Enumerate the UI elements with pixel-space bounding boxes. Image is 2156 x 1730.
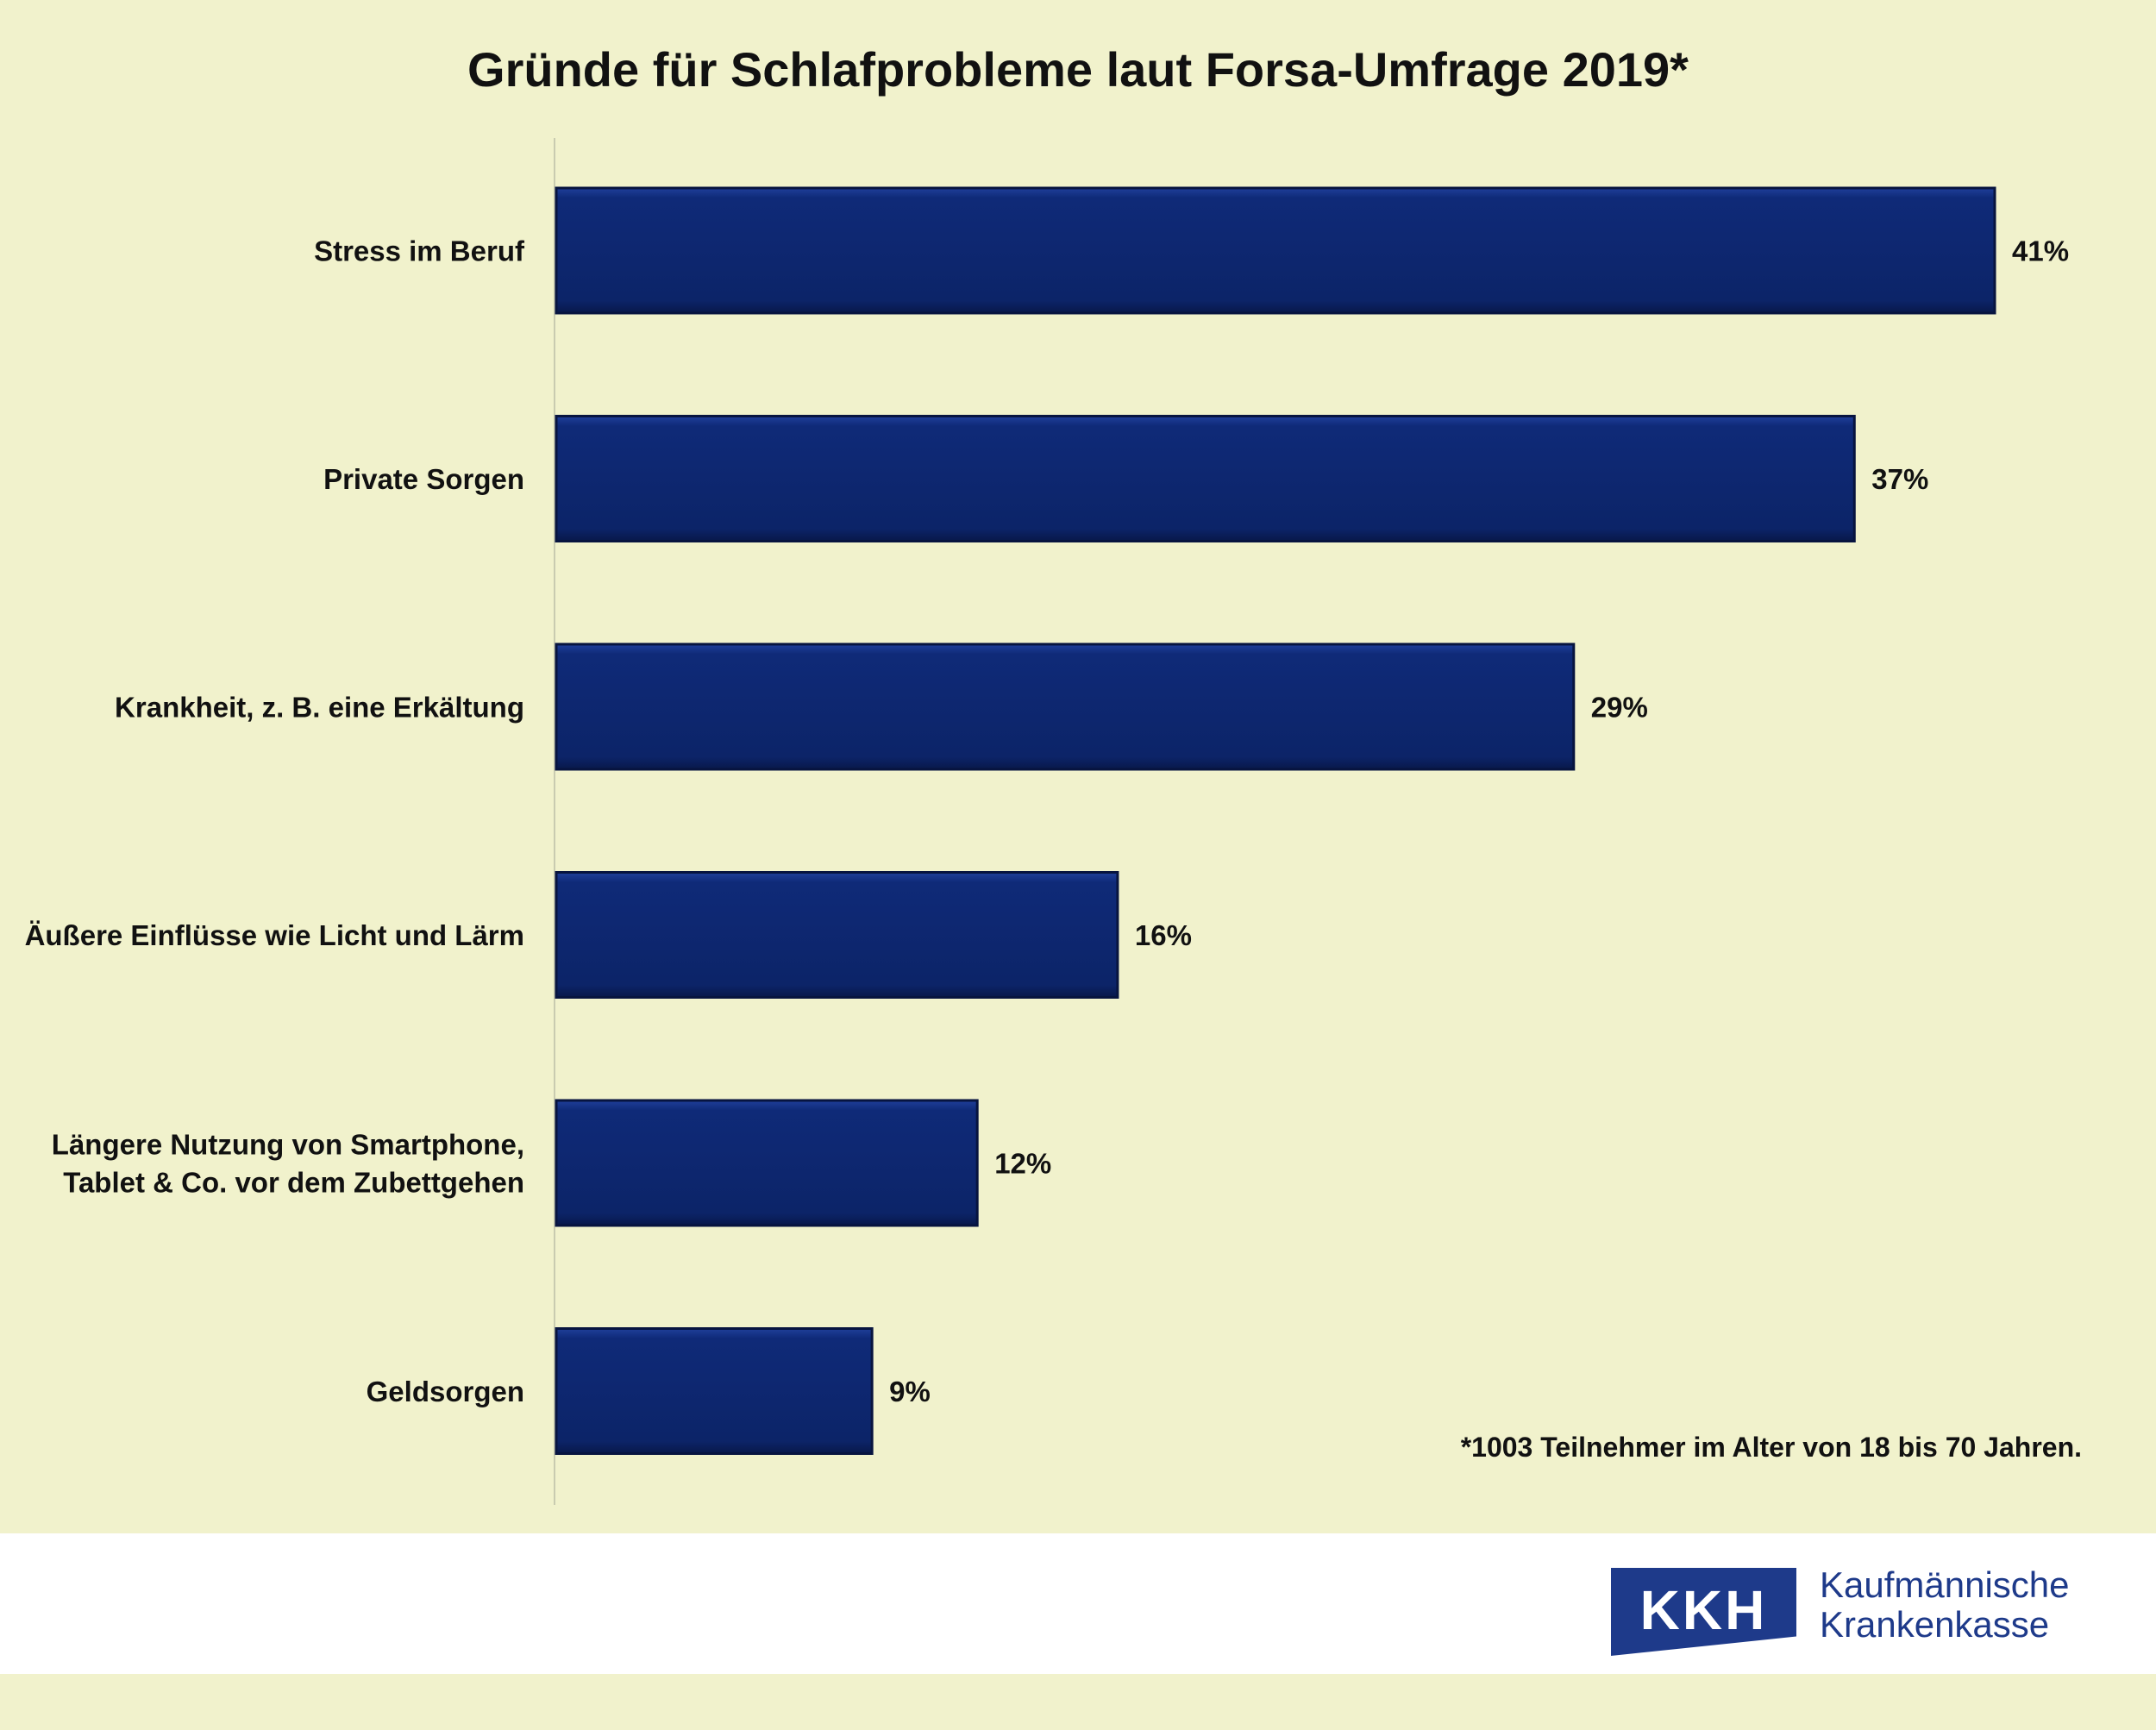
value-label-4: 16%: [1135, 919, 1192, 951]
footer-band: [0, 1533, 2156, 1674]
category-label-2: Private Sorgen: [323, 463, 524, 495]
chart-area: Gründe für Schlafprobleme laut Forsa-Umf…: [24, 42, 2082, 1505]
value-label-5: 12%: [994, 1148, 1051, 1180]
bar-chart: 41% Stress im Beruf 37% Private Sorgen 29% Kr…: [25, 138, 2069, 1505]
bar-2: [555, 415, 1856, 542]
category-label-line: Äußere Einflüsse wie Licht und Lärm: [25, 919, 524, 951]
category-label-3: Krankheit, z. B. eine Erkältung: [115, 692, 524, 724]
category-label-6: Geldsorgen: [367, 1376, 524, 1407]
category-label-5: Längere Nutzung von Smartphone, Tablet & …: [52, 1129, 524, 1199]
value-label-6: 9%: [889, 1376, 931, 1407]
bar-6: [555, 1327, 874, 1455]
value-label-3: 29%: [1591, 692, 1648, 724]
bar-4: [555, 871, 1119, 999]
category-label-line: Längere Nutzung von Smartphone,: [52, 1129, 524, 1161]
bars-group: 41% Stress im Beruf 37% Private Sorgen 29% Kr…: [25, 186, 2069, 1455]
brand-name-line2: Krankenkasse: [1820, 1604, 2050, 1645]
category-label-4: Äußere Einflüsse wie Licht und Lärm: [25, 919, 524, 951]
bar-3: [555, 642, 1576, 771]
bar-5: [555, 1099, 979, 1227]
brand-name: Kaufmännische Krankenkasse: [1820, 1565, 2070, 1645]
value-label-1: 41%: [2012, 235, 2069, 267]
brand-name-line1: Kaufmännische: [1820, 1564, 2070, 1605]
value-label-2: 37%: [1871, 463, 1928, 495]
category-label-line: Tablet & Co. vor dem Zubettgehen: [63, 1167, 524, 1199]
footnote: *1003 Teilnehmer im Alter von 18 bis 70 …: [1460, 1432, 2082, 1463]
category-label-line: Geldsorgen: [367, 1376, 524, 1407]
category-label-line: Stress im Beruf: [314, 235, 525, 267]
category-label-1: Stress im Beruf: [314, 235, 525, 267]
category-label-line: Private Sorgen: [323, 463, 524, 495]
category-label-line: Krankheit, z. B. eine Erkältung: [115, 692, 524, 724]
bar-1: [555, 186, 1996, 315]
chart-title: Gründe für Schlafprobleme laut Forsa-Umf…: [467, 42, 1689, 97]
bottom-band: [0, 1674, 2156, 1730]
